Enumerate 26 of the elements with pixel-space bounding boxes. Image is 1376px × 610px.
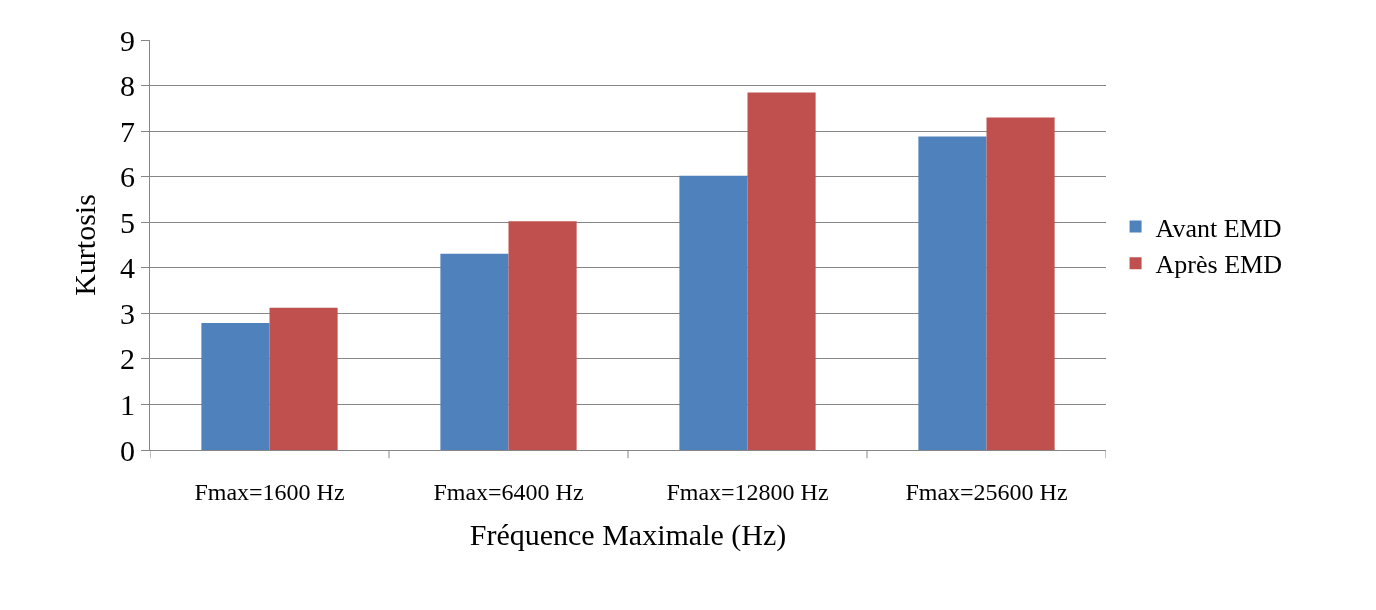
bar: [201, 322, 270, 450]
bar: [986, 117, 1055, 450]
y-tick-label: 3: [120, 296, 135, 330]
bar: [679, 175, 748, 450]
y-tick-label: 0: [120, 433, 135, 467]
bar: [747, 92, 816, 450]
y-tick-label: 7: [120, 114, 135, 148]
bar: [918, 136, 987, 450]
x-axis-title: Fréquence Maximale (Hz): [469, 518, 787, 553]
y-tick-label: 2: [120, 342, 135, 376]
y-tick-label: 5: [120, 205, 135, 239]
x-tick-label: Fmax=12800 Hz: [666, 478, 829, 505]
y-tick-label: 6: [120, 160, 135, 194]
y-tick-label: 8: [120, 69, 135, 103]
y-tick-label: 1: [120, 387, 135, 421]
x-tick-label: Fmax=25600 Hz: [905, 478, 1068, 505]
x-tick-label: Fmax=6400 Hz: [433, 478, 584, 505]
bar: [508, 221, 577, 450]
legend-label: Avant EMD: [1155, 213, 1282, 243]
x-tick-label: Fmax=1600 Hz: [194, 478, 345, 505]
legend-label: Après EMD: [1155, 250, 1282, 280]
y-tick-label: 9: [120, 23, 135, 57]
y-tick-label: 4: [120, 251, 135, 285]
bar: [440, 253, 509, 450]
y-axis-title: Kurtosis: [68, 194, 101, 296]
bar: [269, 307, 338, 450]
